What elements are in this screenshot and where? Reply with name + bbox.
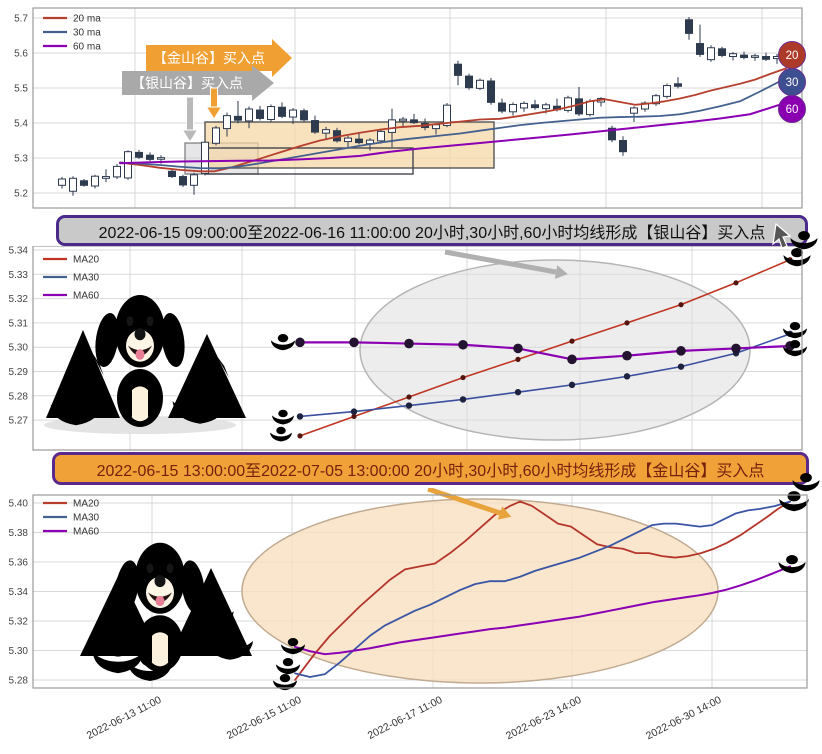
svg-text:5.31: 5.31 [9,318,29,329]
svg-text:5.32: 5.32 [9,294,29,305]
down-arrow [205,87,223,120]
pointer-arrow [444,249,557,275]
legend: 20 ma 30 ma 60 ma [43,14,101,53]
svg-text:5.34: 5.34 [9,587,29,598]
svg-text:5.34: 5.34 [9,246,29,257]
svg-text:30 ma: 30 ma [73,28,101,39]
silver-ingot [270,334,296,351]
gridlines [33,8,802,208]
plot-border [32,246,803,451]
ma-badge: 60 [778,95,806,123]
bottom-plot: 5.40 5.38 5.36 5.34 5.32 5.30 5.28 2022-06-13 1… [9,488,809,742]
svg-text:5.28: 5.28 [9,676,29,687]
silver-valley-line-chart: 5.34 5.33 5.32 5.31 5.30 5.29 5.28 5.27 MA20 MA30… [9,246,811,451]
svg-text:5.29: 5.29 [9,367,29,378]
top-candlestick-chart: 【金山谷】买入点【银山谷】买入点 20 30 60 5.7 5.6 5.5 5.4 5.3 5.2… [14,7,806,209]
svg-text:20 ma: 20 ma [73,14,101,25]
silver-ingot [270,426,292,442]
svg-text:5.30: 5.30 [9,343,29,354]
plot-border [32,7,803,209]
svg-text:MA30: MA30 [73,513,100,524]
svg-text:2022-06-15 11:00: 2022-06-15 11:00 [225,694,304,742]
x-axis-ticks: 2022-06-13 11:00 2022-06-15 11:00 2022-06-… [85,694,724,742]
silver-ingot [272,409,294,425]
down-arrow [181,96,199,143]
svg-text:20: 20 [786,50,799,62]
svg-text:5.27: 5.27 [9,416,29,427]
svg-text:MA20: MA20 [73,255,100,266]
pointer-arrow [427,488,501,516]
svg-text:5.6: 5.6 [14,49,28,60]
y-axis-ticks: 5.34 5.33 5.32 5.31 5.30 5.29 5.28 5.27 [9,246,29,427]
svg-text:2022-06-23 14:00: 2022-06-23 14:00 [504,694,583,742]
silver-ingot [783,248,811,267]
svg-text:5.40: 5.40 [9,499,29,510]
svg-text:5.5: 5.5 [14,84,28,95]
gold-valley-title: 2022-06-15 13:00:00至2022-07-05 13:00:00 … [52,452,809,485]
silver-valley-title: 2022-06-15 09:00:00至2022-06-16 11:00:00 … [56,215,808,246]
svg-text:MA30: MA30 [73,273,100,284]
ma-lines [294,500,791,681]
svg-text:MA20: MA20 [73,499,100,510]
svg-text:5.38: 5.38 [9,528,29,539]
svg-text:5.33: 5.33 [9,270,29,281]
svg-text:60 ma: 60 ma [73,42,101,53]
ma-badge: 30 [778,68,806,96]
svg-text:【金山谷】买入点: 【金山谷】买入点 [153,50,265,66]
svg-text:30: 30 [786,77,799,89]
svg-text:5.36: 5.36 [9,558,29,569]
svg-text:5.3: 5.3 [14,154,28,165]
svg-text:5.28: 5.28 [9,391,29,402]
svg-text:5.32: 5.32 [9,617,29,628]
svg-text:5.2: 5.2 [14,189,28,200]
plot-border [32,494,808,689]
legend: MA20 MA30 MA60 [43,255,100,302]
gold-ingot [275,658,301,675]
gold-valley-line-chart: 5.40 5.38 5.36 5.34 5.32 5.30 5.28 2022-06-13 1… [9,488,809,742]
top-plot: 【金山谷】买入点【银山谷】买入点 20 30 60 5.7 5.6 5.5 5.4 5.3 5.2… [14,7,806,209]
svg-text:MA60: MA60 [73,291,100,302]
svg-text:【银山谷】买入点: 【银山谷】买入点 [131,75,243,91]
svg-text:5.7: 5.7 [14,14,28,25]
y-axis-ticks: 5.40 5.38 5.36 5.34 5.32 5.30 5.28 [9,499,29,687]
svg-text:2022-06-13 11:00: 2022-06-13 11:00 [85,694,164,742]
banner-arrow: 【金山谷】买入点 [146,39,292,77]
y-axis-ticks: 5.7 5.6 5.5 5.4 5.3 5.2 [14,14,28,200]
middle-plot: 5.34 5.33 5.32 5.31 5.30 5.29 5.28 5.27 MA20 MA30… [9,246,811,451]
svg-text:5.4: 5.4 [14,119,28,130]
svg-text:MA60: MA60 [73,527,100,538]
gold-ingot [779,491,809,512]
svg-text:5.30: 5.30 [9,646,29,657]
svg-text:2022-06-17 11:00: 2022-06-17 11:00 [366,694,445,742]
banner-arrow: 【银山谷】买入点 [122,65,274,101]
legend: MA20 MA30 MA60 [43,499,100,538]
candles [58,16,781,196]
svg-text:60: 60 [786,104,799,116]
highlight-ellipse [359,259,751,441]
ma-badge: 20 [778,41,806,69]
ma-lines [119,67,787,173]
svg-text:2022-06-30 14:00: 2022-06-30 14:00 [644,694,723,742]
